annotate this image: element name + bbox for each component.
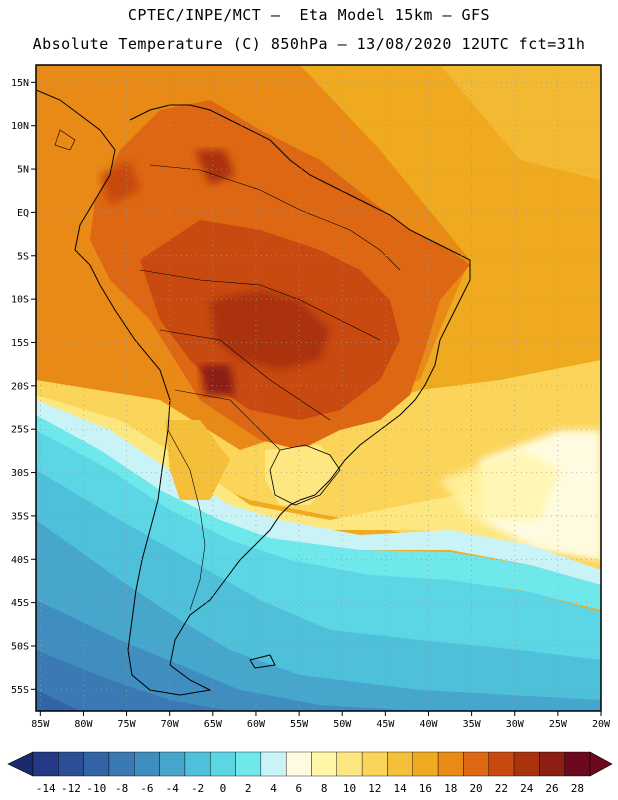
- colorbar-swatch: [58, 751, 84, 777]
- lon-label: 20W: [592, 719, 611, 730]
- colorbar-label: -4: [166, 782, 180, 795]
- colorbar-swatch: [564, 751, 591, 777]
- lat-label: 15N: [11, 78, 29, 89]
- temperature-field: [36, 65, 601, 711]
- colorbar-swatch: [210, 751, 236, 777]
- colorbar-swatch: [412, 751, 439, 777]
- colorbar-label: -10: [86, 782, 106, 795]
- lat-label: 50S: [11, 641, 29, 652]
- lat-label: 45S: [11, 598, 29, 609]
- colorbar: [7, 751, 613, 777]
- map-title: CPTEC/INPE/MCT – Eta Model 15km – GFS: [127, 6, 491, 24]
- colorbar-swatch: [83, 751, 110, 777]
- colorbar-label: 22: [495, 782, 508, 795]
- lon-label: 30W: [506, 719, 525, 730]
- colorbar-label: -8: [115, 782, 128, 795]
- colorbar-label: 4: [270, 782, 277, 795]
- colorbar-swatch: [108, 751, 135, 777]
- colorbar-swatch: [539, 751, 565, 777]
- lon-label: 65W: [204, 719, 223, 730]
- coastline: [36, 89, 471, 696]
- colorbar-label: 14: [393, 782, 407, 795]
- map-frame: [35, 64, 602, 712]
- lat-label: 25S: [11, 425, 29, 436]
- lon-label: 25W: [549, 719, 568, 730]
- lon-label: 85W: [31, 719, 50, 730]
- colorbar-over-arrow: [589, 751, 613, 777]
- lat-label: 30S: [11, 468, 29, 479]
- lon-label: 60W: [247, 719, 266, 730]
- colorbar-label: 28: [571, 782, 584, 795]
- lon-label: 70W: [161, 719, 180, 730]
- lat-label: 10S: [11, 295, 29, 306]
- colorbar-label: 8: [321, 782, 328, 795]
- lon-label: 75W: [118, 719, 137, 730]
- colorbar-label: 10: [343, 782, 356, 795]
- colorbar-label: 26: [545, 782, 558, 795]
- colorbar-swatch: [235, 751, 262, 777]
- colorbar-swatch: [184, 751, 211, 777]
- colorbar-label: 6: [296, 782, 303, 795]
- colorbar-label: 24: [520, 782, 534, 795]
- colorbar-swatch: [361, 751, 388, 777]
- lat-label: 5S: [17, 251, 29, 262]
- colorbar-swatch: [311, 751, 338, 777]
- lon-label: 80W: [74, 719, 93, 730]
- colorbar-label: 2: [245, 782, 252, 795]
- colorbar-label: -6: [140, 782, 153, 795]
- lat-label: 20S: [11, 381, 29, 392]
- lon-label: 35W: [463, 719, 482, 730]
- lon-label: 45W: [376, 719, 395, 730]
- colorbar-labels: -14 -12 -10 -8 -6 -4 -2 0 2 4 6 8 10 12 14 16 18 20 22 24 26…: [36, 782, 584, 795]
- colorbar-swatch: [159, 751, 186, 777]
- colorbar-swatch: [32, 751, 59, 777]
- lat-label: 35S: [11, 511, 29, 522]
- colorbar-label: -12: [61, 782, 81, 795]
- colorbar-swatch: [285, 751, 312, 777]
- lat-label: 40S: [11, 555, 29, 566]
- colorbar-label: -14: [36, 782, 56, 795]
- colorbar-swatch: [336, 751, 363, 777]
- colorbar-label: 16: [419, 782, 432, 795]
- colorbar-swatch: [513, 751, 540, 777]
- colorbar-swatch: [260, 751, 287, 777]
- lon-label: 55W: [290, 719, 309, 730]
- lat-label: 10N: [11, 121, 29, 132]
- latitude-labels: 15N 10N 5N EQ 5S 10S 15S 20S 25S 30S 35S 40S 45S 50S 5…: [11, 78, 36, 696]
- lon-label: 50W: [333, 719, 352, 730]
- colorbar-swatch: [134, 751, 160, 777]
- colorbar-swatch: [488, 751, 515, 777]
- colorbar-label: 18: [444, 782, 457, 795]
- colorbar-label: 0: [220, 782, 227, 795]
- colorbar-swatch: [437, 751, 464, 777]
- lat-label: 5N: [17, 165, 29, 176]
- longitude-labels: 85W 80W 75W 70W 65W 60W 55W 50W 45W 40W 35W 30W 25W 2…: [31, 711, 611, 730]
- colorbar-under-arrow: [7, 751, 34, 777]
- colorbar-label: 12: [368, 782, 381, 795]
- lon-label: 40W: [419, 719, 438, 730]
- colorbar-label: -2: [191, 782, 204, 795]
- lat-label: 55S: [11, 685, 29, 696]
- map-subtitle: Absolute Temperature (C) 850hPa – 13/08/…: [32, 35, 586, 53]
- lat-label: EQ: [17, 208, 29, 219]
- colorbar-label: 20: [469, 782, 482, 795]
- lat-label: 15S: [11, 338, 29, 349]
- colorbar-swatch: [463, 751, 489, 777]
- colorbar-swatch: [387, 751, 413, 777]
- graticule: [36, 65, 602, 711]
